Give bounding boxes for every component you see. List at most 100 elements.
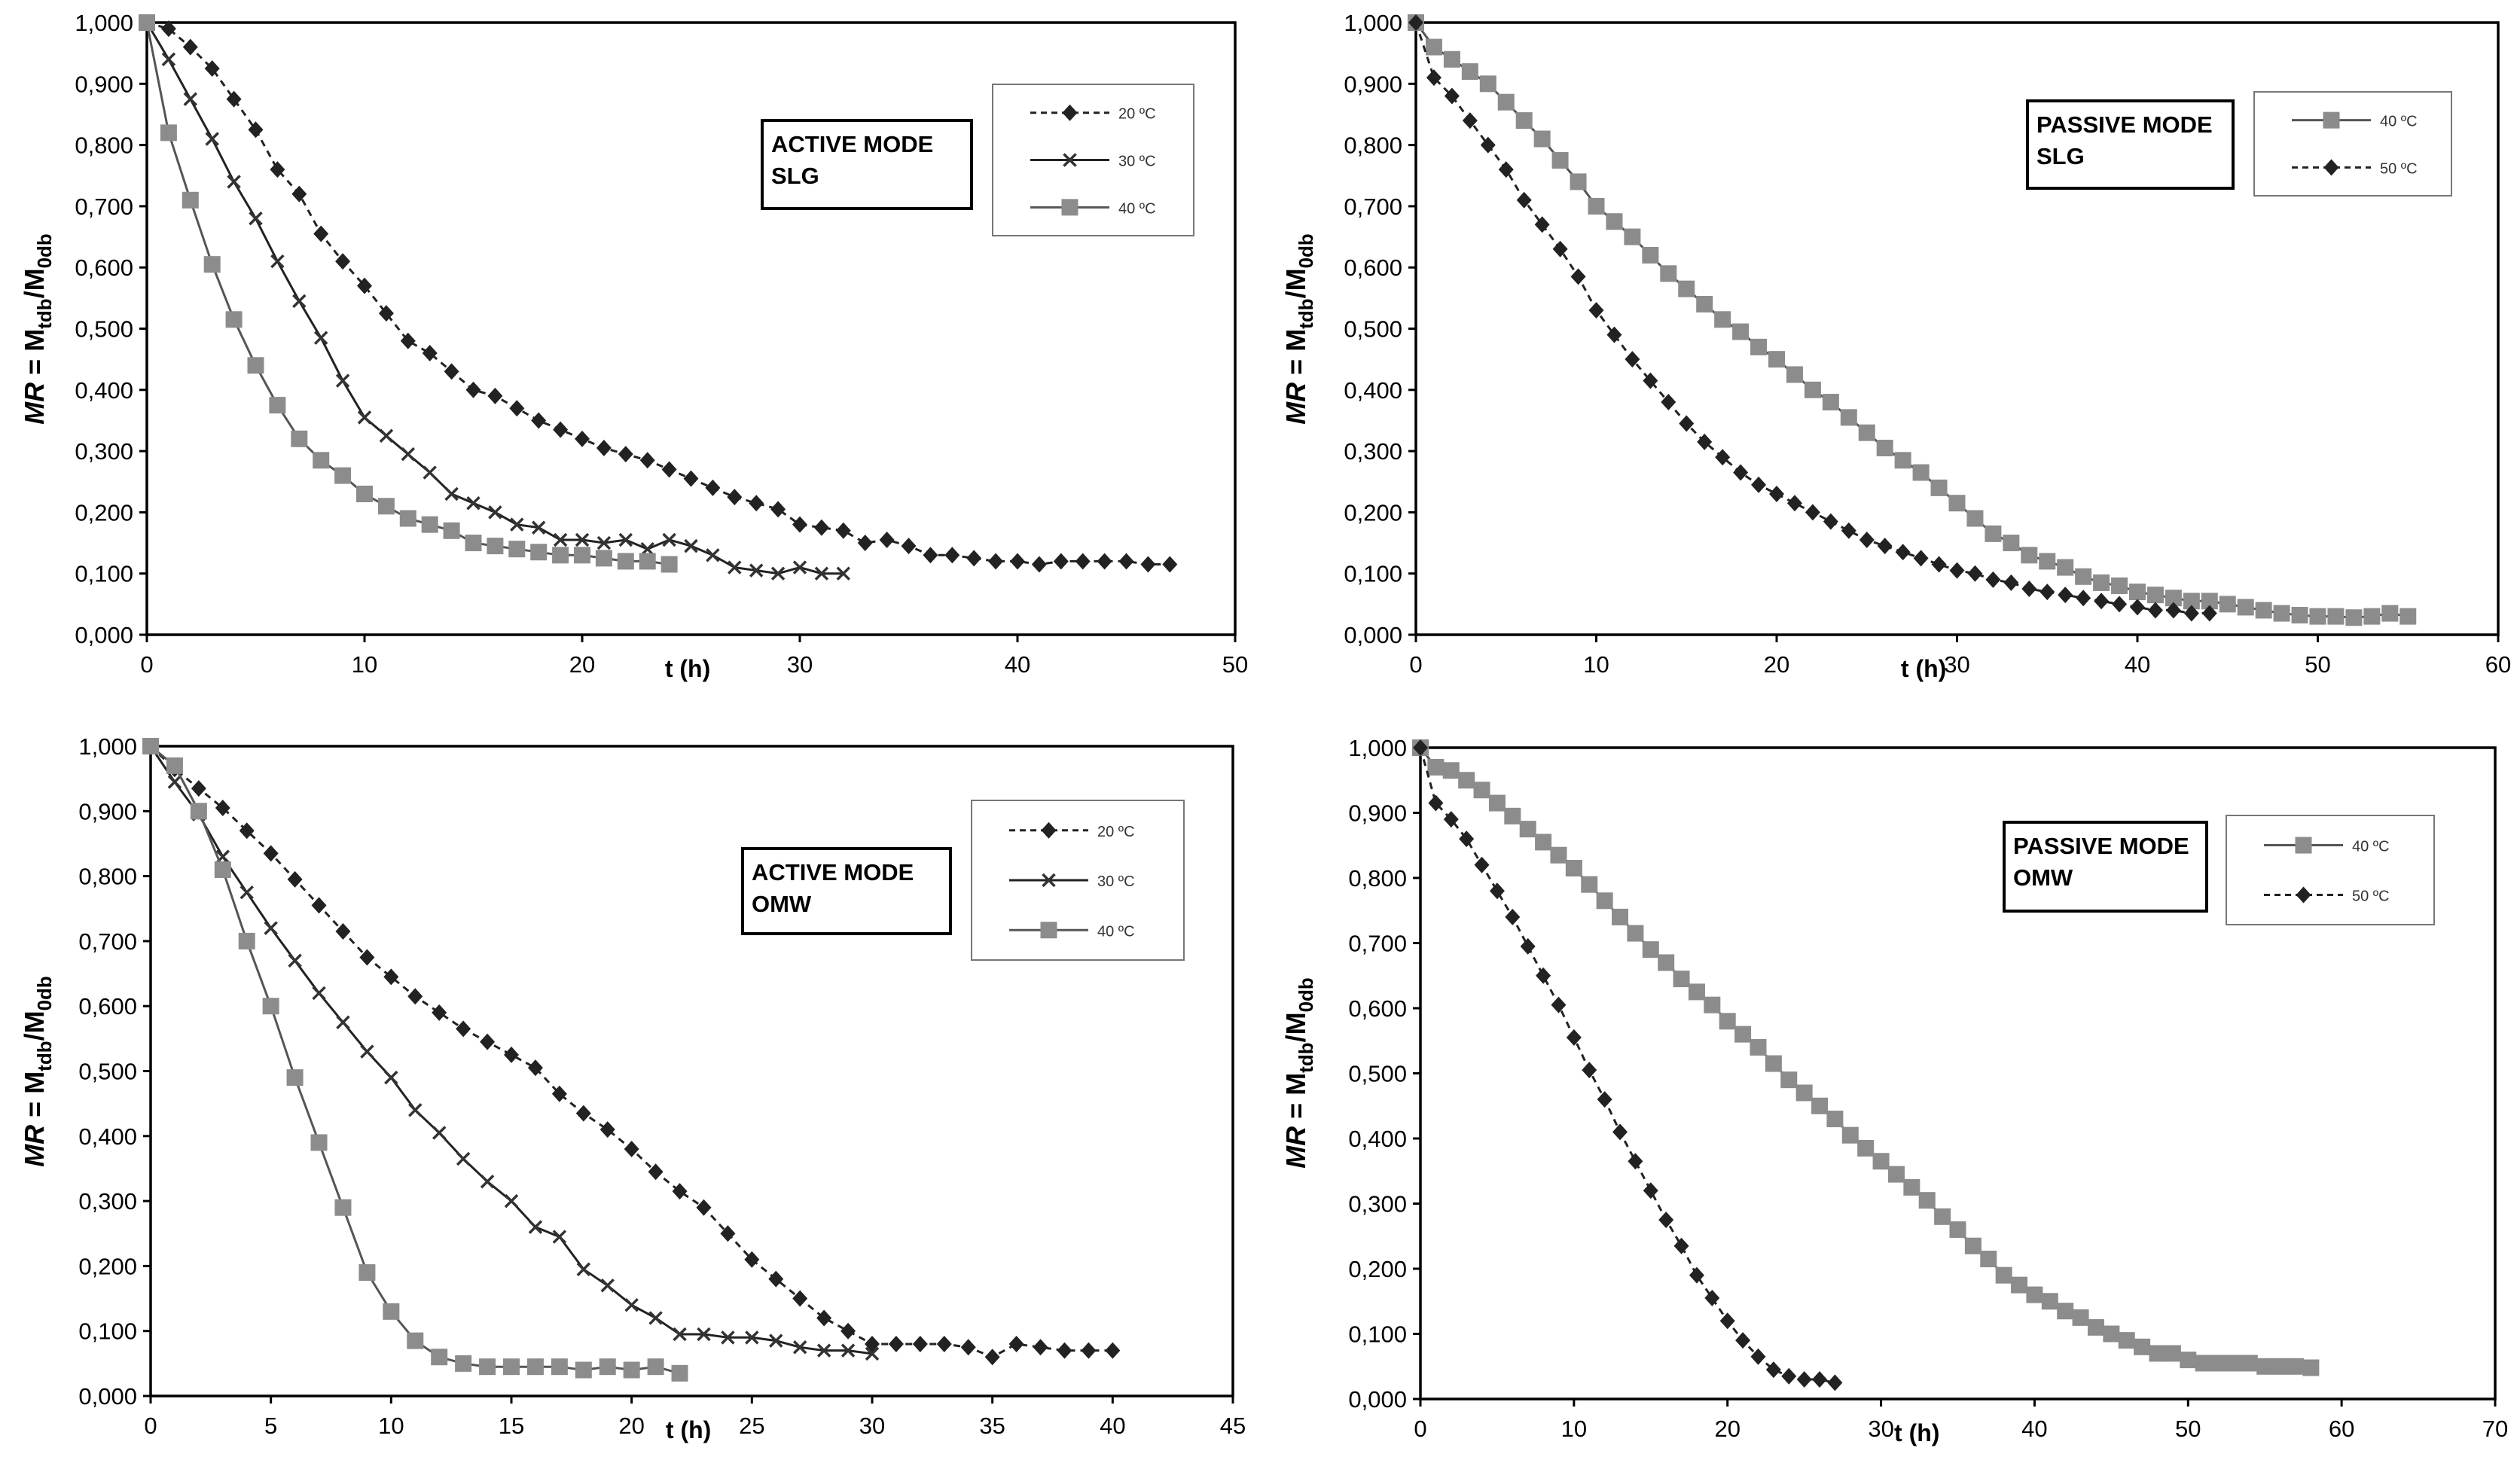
data-point (696, 1199, 712, 1216)
data-point (770, 501, 786, 518)
series-40C (142, 738, 688, 1382)
x-tick-label: 0 (1409, 651, 1422, 678)
data-point (1781, 1367, 1797, 1385)
data-point (2291, 606, 2308, 623)
data-point (2003, 535, 2020, 552)
data-point (1408, 14, 1423, 31)
data-point (2241, 1355, 2258, 1372)
y-tick-label: 0,900 (75, 71, 133, 97)
data-point (1858, 424, 1875, 441)
x-tick-label: 5 (264, 1413, 277, 1439)
data-point (2273, 605, 2290, 622)
x-tick-label: 50 (2305, 651, 2330, 678)
y-tick-label: 0,400 (78, 1123, 137, 1150)
y-tick-label: 0,900 (1344, 71, 1402, 97)
data-point (1516, 191, 1532, 209)
data-point (465, 535, 482, 552)
y-axis-title: MR = Mtdb/M0db (1280, 233, 1317, 425)
data-point (749, 495, 764, 512)
y-tick-label: 0,300 (75, 438, 133, 465)
data-point (1498, 161, 1514, 178)
x-tick-label: 40 (2125, 651, 2150, 678)
data-point (1841, 1126, 1859, 1144)
data-point (239, 822, 255, 840)
data-point (966, 550, 982, 567)
x-tick-label: 60 (2329, 1416, 2354, 1442)
data-point (553, 421, 569, 438)
data-point (792, 560, 807, 575)
data-point (214, 861, 231, 878)
data-point (705, 479, 721, 496)
mode-label-box (2026, 99, 2235, 190)
data-point (923, 547, 938, 564)
data-point (706, 548, 720, 562)
data-point (1877, 538, 1893, 555)
chart-passive-slg: 0,000 0,100 0,200 0,300 0,400 0,500 0,600 0,700… (1280, 10, 2511, 682)
data-point (384, 1070, 398, 1085)
data-point (510, 517, 524, 532)
data-point (721, 1330, 735, 1345)
series-40C (1412, 739, 2320, 1376)
data-point (1948, 495, 1966, 512)
data-point (912, 1335, 928, 1352)
data-point (672, 1183, 688, 1200)
data-point (1505, 908, 1521, 925)
data-point (551, 1085, 567, 1102)
x-tick-label: 70 (2482, 1416, 2508, 1442)
legend-label: 20 ºC (1118, 106, 1156, 123)
data-point (1715, 449, 1731, 466)
data-point (671, 1364, 688, 1382)
data-point (1750, 1348, 1766, 1365)
data-point (360, 1044, 374, 1059)
data-point (1519, 821, 1536, 838)
x-axis-title: t (h) (1894, 1419, 1939, 1446)
legend (2253, 91, 2452, 197)
legend-label: 20 ºC (1097, 824, 1135, 840)
x-tick-label: 10 (378, 1413, 404, 1439)
y-tick-label: 0,500 (1348, 1061, 1407, 1087)
data-point (1704, 996, 1721, 1013)
data-point (1488, 794, 1506, 812)
data-point (575, 532, 590, 547)
y-tick-label: 1,000 (78, 733, 137, 760)
data-point (1786, 366, 1803, 383)
y-tick-label: 0,400 (75, 377, 133, 404)
x-axis-title: t (h) (665, 655, 710, 682)
y-tick-label: 0,600 (75, 255, 133, 281)
y-tick-label: 0,900 (1348, 800, 1407, 827)
data-point (1985, 571, 2001, 588)
data-point (1964, 1237, 1982, 1254)
data-point (618, 532, 633, 547)
data-point (684, 538, 698, 553)
x-tick-label: 60 (2485, 651, 2511, 678)
legend-marker (1040, 922, 1057, 939)
series-20C (139, 14, 1178, 573)
data-point (575, 1361, 592, 1379)
chart-active-slg: 0,000 0,100 0,200 0,300 0,400 0,500 0,600 0,700… (19, 10, 1248, 682)
series-40C (1408, 14, 2417, 626)
data-point (1980, 1251, 1997, 1268)
data-point (2165, 602, 2181, 619)
x-tick-label: 20 (569, 651, 595, 678)
data-point (1118, 553, 1134, 570)
data-point (551, 1358, 568, 1376)
data-point (2146, 587, 2164, 604)
data-point (1427, 758, 1445, 776)
data-point (2112, 596, 2128, 613)
data-point (2021, 547, 2038, 564)
data-point (1458, 772, 1475, 789)
data-point (312, 986, 326, 1001)
y-tick-label: 0,100 (1344, 561, 1402, 587)
y-tick-label: 0,800 (75, 133, 133, 159)
y-axis-title: MR = Mtdb/M0db (19, 233, 56, 425)
data-point (358, 1264, 376, 1282)
legend-label: 40 ºC (2352, 839, 2390, 855)
data-point (2381, 605, 2399, 622)
data-point (526, 1358, 544, 1376)
data-point (1876, 440, 1893, 457)
data-point (1719, 1312, 1735, 1330)
data-point (596, 535, 612, 550)
data-point (1551, 151, 1569, 169)
data-point (1473, 782, 1490, 799)
data-point (1719, 1013, 1736, 1030)
